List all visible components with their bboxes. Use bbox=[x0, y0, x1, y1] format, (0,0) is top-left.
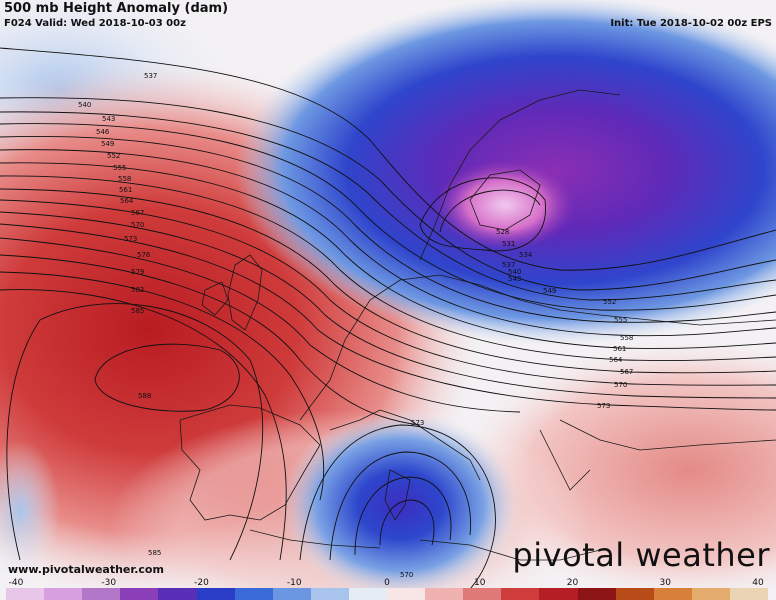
contour-label: 579 bbox=[131, 268, 144, 276]
init-time: Init: Tue 2018-10-02 00z EPS bbox=[610, 18, 772, 29]
contour-label: 561 bbox=[613, 345, 626, 353]
contour-label: 573 bbox=[124, 235, 137, 243]
color-scale-swatch bbox=[82, 588, 121, 600]
color-scale-swatch bbox=[6, 588, 45, 600]
color-scale-tick: 20 bbox=[566, 578, 579, 588]
contour-label: 537 bbox=[502, 261, 515, 269]
contour-label: 576 bbox=[137, 251, 151, 259]
contour-label: 585 bbox=[148, 549, 161, 557]
color-scale-swatch bbox=[387, 588, 426, 600]
contour-label: 573 bbox=[411, 419, 424, 427]
color-scale-swatch bbox=[577, 588, 617, 600]
contour-label: 552 bbox=[107, 152, 120, 160]
color-scale-bar bbox=[6, 588, 769, 600]
color-scale-swatch bbox=[272, 588, 312, 600]
color-scale-tick: -20 bbox=[194, 578, 209, 588]
color-scale-swatch bbox=[158, 588, 197, 600]
color-scale-swatch bbox=[44, 588, 83, 600]
contour-label: 543 bbox=[102, 115, 115, 123]
contour-label: 570 bbox=[131, 221, 144, 229]
contour-label: 546 bbox=[96, 128, 110, 136]
contour-label: 585 bbox=[131, 307, 144, 315]
color-scale-tick: 10 bbox=[474, 578, 486, 588]
contour-label: 561 bbox=[119, 186, 132, 194]
color-scale-swatch bbox=[729, 588, 769, 600]
color-scale-tick: -10 bbox=[286, 578, 302, 588]
color-scale-swatch bbox=[539, 588, 578, 600]
contour-label: 564 bbox=[609, 356, 623, 364]
contour-label: 573 bbox=[597, 402, 610, 410]
contour-labels: 537 540 543 546 549 552 555 558 561 564 … bbox=[78, 72, 633, 579]
website-credit: www.pivotalweather.com bbox=[8, 563, 164, 576]
color-scale: -40 -30 -20 -10 0 10 20 30 40 bbox=[6, 578, 769, 600]
color-scale-swatch bbox=[425, 588, 464, 600]
contour-label: 552 bbox=[603, 298, 616, 306]
contour-label: 555 bbox=[614, 316, 627, 324]
contour-label: 549 bbox=[101, 140, 114, 148]
contour-label: 570 bbox=[614, 381, 627, 389]
color-scale-tick: 40 bbox=[752, 578, 764, 588]
contour-label: 543 bbox=[508, 275, 521, 283]
contour-label: 534 bbox=[519, 251, 533, 259]
contour-label: 567 bbox=[131, 209, 144, 217]
color-scale-swatch bbox=[501, 588, 540, 600]
color-scale-swatch bbox=[196, 588, 236, 600]
color-scale-tick: -30 bbox=[101, 578, 117, 588]
contour-label: 570 bbox=[400, 571, 413, 579]
contour-label: 540 bbox=[508, 268, 521, 276]
height-contours bbox=[0, 47, 776, 600]
contour-label: 558 bbox=[118, 175, 131, 183]
contour-label: 528 bbox=[496, 228, 509, 236]
contour-label: 582 bbox=[131, 286, 144, 294]
color-scale-swatch bbox=[691, 588, 731, 600]
color-scale-swatch bbox=[310, 588, 350, 600]
map-title: 500 mb Height Anomaly (dam) bbox=[4, 1, 229, 16]
color-scale-swatch bbox=[120, 588, 159, 600]
contour-label: 531 bbox=[502, 240, 515, 248]
contour-label: 558 bbox=[620, 334, 633, 342]
valid-time: F024 Valid: Wed 2018-10-03 00z bbox=[4, 18, 186, 29]
color-scale-tick: 30 bbox=[659, 578, 671, 588]
color-scale-swatch bbox=[653, 588, 693, 600]
color-scale-swatch bbox=[463, 588, 502, 600]
color-scale-tick: -40 bbox=[8, 578, 24, 588]
contour-label: 555 bbox=[113, 164, 126, 172]
contour-label: 537 bbox=[144, 72, 157, 80]
contour-label: 564 bbox=[120, 197, 134, 205]
contour-label: 588 bbox=[138, 392, 151, 400]
color-scale-tick: 0 bbox=[384, 578, 390, 588]
brand-logo: pivotal weather bbox=[512, 536, 770, 574]
contour-label: 549 bbox=[543, 287, 556, 295]
contour-label: 540 bbox=[78, 101, 91, 109]
coastlines bbox=[179, 89, 776, 561]
color-scale-swatch bbox=[348, 588, 388, 600]
color-scale-swatch bbox=[615, 588, 655, 600]
contour-label: 567 bbox=[620, 368, 633, 376]
color-scale-swatch bbox=[234, 588, 274, 600]
